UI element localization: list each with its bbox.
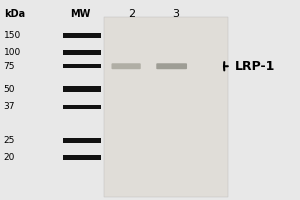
Text: MW: MW bbox=[70, 9, 91, 19]
Text: kDa: kDa bbox=[4, 9, 25, 19]
Text: 75: 75 bbox=[4, 62, 15, 71]
Text: 25: 25 bbox=[4, 136, 15, 145]
Bar bbox=[63, 64, 101, 68]
Bar bbox=[104, 17, 228, 197]
Bar bbox=[63, 86, 101, 92]
Text: 20: 20 bbox=[4, 153, 15, 162]
Text: 100: 100 bbox=[4, 48, 21, 57]
Text: 50: 50 bbox=[4, 85, 15, 94]
Text: 2: 2 bbox=[128, 9, 136, 19]
Bar bbox=[63, 33, 101, 38]
Bar bbox=[63, 105, 101, 109]
Text: 3: 3 bbox=[172, 9, 179, 19]
Text: 150: 150 bbox=[4, 31, 21, 40]
Text: 37: 37 bbox=[4, 102, 15, 111]
FancyBboxPatch shape bbox=[156, 63, 187, 69]
Bar bbox=[63, 155, 101, 160]
FancyBboxPatch shape bbox=[112, 63, 141, 69]
Bar bbox=[63, 50, 101, 55]
Bar bbox=[63, 138, 101, 143]
Text: LRP-1: LRP-1 bbox=[235, 60, 275, 73]
